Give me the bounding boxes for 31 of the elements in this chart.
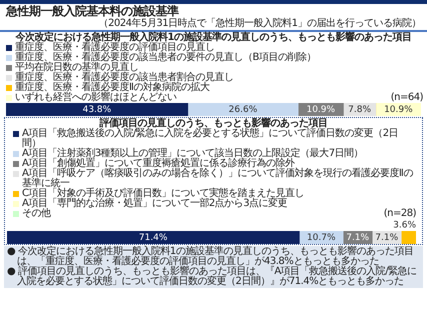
chart-title: 急性期一般入院基本料の施設基準 [4, 4, 179, 18]
data-label: 10.9% [306, 104, 336, 115]
data-label: 7.1% [375, 232, 399, 243]
legend-label: 重症度、医療・看護必要度Ⅱの対象病院の拡大 [15, 82, 210, 93]
legend-label: A項目「救急搬送後の入院/緊急に入院を必要とする状態」について評価日数の変更（2日間） [22, 128, 400, 149]
legend-label: 平均在院日数の基準の見直し [15, 62, 138, 73]
legend-label: A項目「注射薬剤3種類以上の管理」について該当日数の上限設定（最大7日間） [22, 148, 364, 159]
data-label: 7.8% [348, 104, 372, 115]
data-label: 10.9% [384, 104, 414, 115]
text: (n=28) [384, 208, 416, 219]
text: ● 今次改定における急性期一般入院料1の施設基準の見直しのうち、もっとも影響のあった項目は、「重症度、医療・看護必要度の評価項目の見直し」が43.8%ともっとも多かった [7, 246, 414, 267]
data-label: 7.1% [346, 232, 370, 243]
legend-label: C項目「対象の手術及び評価日数」について実態を踏まえた見直し [22, 188, 304, 199]
data-label: 43.8% [82, 104, 112, 115]
legend-label: 重症度、医療・看護必要度の該当患者割合の見直し [15, 72, 234, 83]
annotation: (n=64) [390, 92, 423, 103]
data-label: 10.7% [306, 232, 336, 243]
data-label: 3.6% [393, 220, 416, 230]
data-label: 71.4% [138, 232, 168, 243]
legend-label: A項目「創傷処置」について重度褥瘡処置に係る診療行為の除外 [22, 158, 294, 169]
legend-label: A項目「専門的な治療・処置」について一部2点から3点に変更 [22, 198, 288, 209]
legend-label: 重症度、医療・看護必要度の該当患者の要件の見直し（B項目の削除） [15, 52, 316, 63]
legend-title: 評価項目の見直しのうち、もっとも影響のあった項目 [99, 118, 328, 129]
legend-label: いずれも経営への影響はほとんどない [15, 92, 176, 103]
legend-title: 今次改定における急性期一般入院料1の施設基準の見直しのうち、もっとも影響のあった項目 [16, 32, 412, 43]
legend-label: その他 [22, 208, 50, 219]
legend-label: 重症度、医療・看護必要度の評価項目の見直し [15, 42, 214, 53]
chart-subtitle: （2024年5月31日時点で「急性期一般入院料1」の届出を行っている病院） [0, 18, 427, 32]
legend-label: A項目「呼吸ケア（喀痰吸引のみの場合を除く）」について評価対象を現行の看護必要度Ⅱの基準に統一 [22, 168, 414, 189]
data-label: 26.6% [228, 104, 258, 115]
text: ● 評価項目の見直しのうち、もっとも影響のあった項目は、『A項目「救急搬送後の入院/緊急に入院を必要とする状態」について評価日数の変更（2日間）』が71.4%ともっとも多かった [7, 266, 418, 287]
